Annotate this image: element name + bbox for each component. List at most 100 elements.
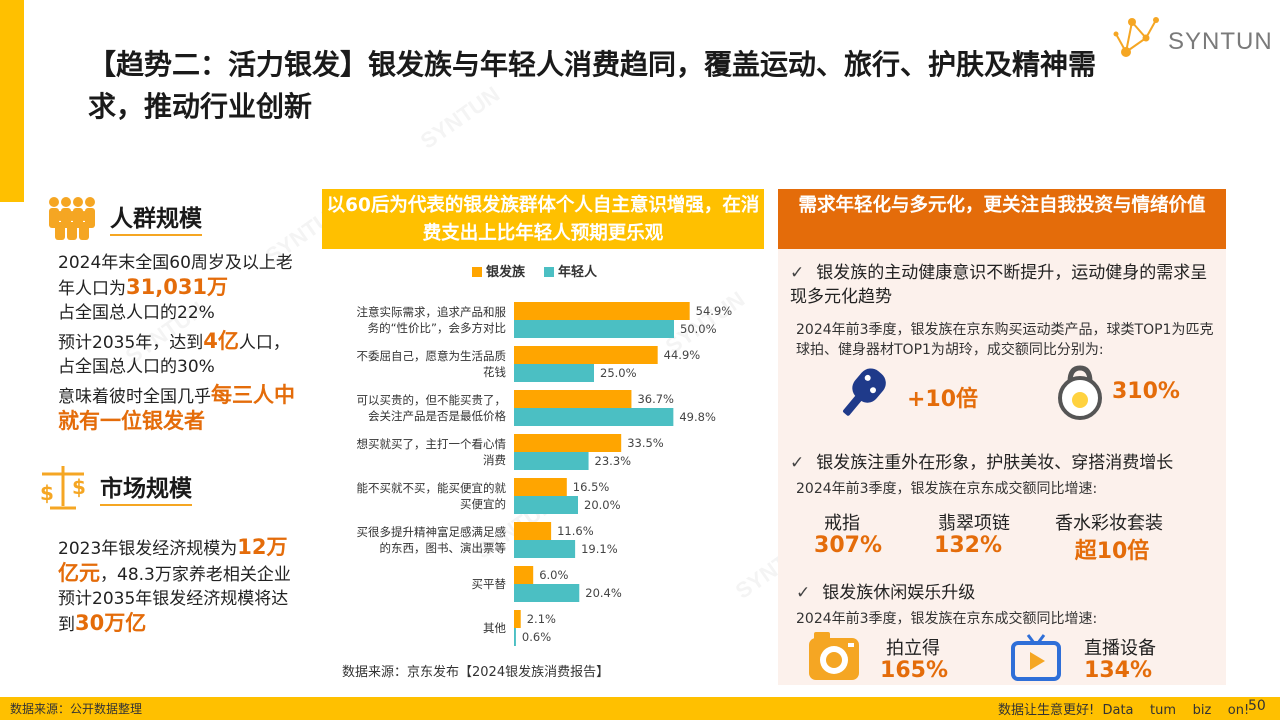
footer-slogan: 数据让生意更好! Data tum biz on! [998, 703, 1250, 718]
bar [514, 434, 622, 452]
live-streaming-device-icon [1011, 634, 1061, 681]
population-meaning-hl: 每三人中就有一位银发者 [58, 383, 295, 433]
data-label: 20.4% [585, 586, 622, 600]
beauty-item-label: 翡翠项链 [938, 513, 1010, 534]
bullet-sports-text: 银发族的主动健康意识不断提升，运动健身的需求呈现多元化趋势 [790, 263, 1208, 307]
beauty-item-value: 307% [814, 533, 882, 558]
population-heading: 人群规模 [44, 192, 202, 242]
leisure-item-label: 拍立得 [886, 638, 940, 659]
bar [514, 346, 658, 364]
logo-text: SYNTUN [1168, 28, 1273, 55]
population-meaning: 意味着彼时全国几乎 [58, 387, 211, 407]
check-icon: ✓ [790, 263, 805, 283]
instant-camera-icon [809, 632, 859, 680]
data-label: 50.0% [680, 322, 717, 336]
legend-label: 年轻人 [558, 264, 598, 280]
kettlebell-icon [1058, 365, 1102, 420]
bar [514, 566, 534, 584]
page-title: 【趋势二：活力银发】银发族与年轻人消费趋同，覆盖运动、旅行、护肤及精神需求，推动… [88, 48, 1097, 123]
leisure-item-label: 直播设备 [1084, 638, 1156, 659]
bar [514, 364, 594, 382]
bar [514, 320, 674, 338]
data-label: 23.3% [595, 454, 632, 468]
bar [514, 302, 690, 320]
category-label: 可以买贵的，但不能买贵了， [357, 393, 507, 407]
bar [514, 610, 521, 628]
beauty-item-value: 超10倍 [1074, 539, 1150, 564]
market-forecast-pre: 预计2035年银发经济规模将达到 [58, 589, 289, 635]
bullet-beauty-sub: 2024年前3季度，银发族在京东成交额同比增速: [796, 481, 1098, 497]
right-banner: 需求年轻化与多元化，更关注自我投资与情绪价值 [778, 189, 1226, 249]
bar [514, 390, 632, 408]
logo-mark-icon [1113, 17, 1159, 57]
footer-source: 数据来源：公开数据整理 [10, 702, 143, 716]
market-heading: $ $ 市场规模 [34, 462, 192, 512]
population-line1: 2024年末全国60周岁及以上老年人口为 [58, 253, 293, 299]
data-label: 49.8% [679, 410, 716, 424]
page-number: 50 [1248, 698, 1266, 714]
data-label: 33.5% [627, 436, 664, 450]
data-label: 19.1% [581, 542, 618, 556]
beauty-item-value: 132% [934, 533, 1002, 558]
middle-banner: 以60后为代表的银发族群体个人自主意识增强，在消费支出上比年轻人预期更乐观 [322, 189, 764, 249]
bullet-leisure-sub: 2024年前3季度，银发族在京东成交额同比增速: [796, 611, 1098, 627]
category-label: 想买就买了，主打一个看心情 [357, 437, 507, 451]
population-title: 人群规模 [110, 199, 202, 236]
category-label: 其他 [483, 621, 506, 635]
middle-source: 数据来源：京东发布【2024银发族消费报告】 [342, 665, 610, 680]
category-label: 买平替 [472, 577, 507, 591]
bullet-leisure-text: 银发族休闲娱乐升级 [822, 583, 976, 603]
data-label: 0.6% [522, 630, 551, 644]
beauty-item-label: 戒指 [824, 513, 860, 534]
population-forecast-value: 4亿 [203, 329, 239, 353]
svg-text:$: $ [40, 481, 54, 505]
population-forecast-pre: 预计2035年，达到 [58, 333, 204, 353]
bar [514, 452, 589, 470]
market-size: 12万亿元 [58, 535, 288, 585]
market-forecast-value: 30万亿 [75, 611, 147, 635]
check-icon: ✓ [796, 583, 811, 603]
bullet-beauty: ✓ 银发族注重外在形象，护肤美妆、穿搭消费增长 [790, 451, 1220, 475]
footer-bar: 数据来源：公开数据整理 数据让生意更好! Data tum biz on! 50 [0, 697, 1280, 720]
market-text: 2023年银发经济规模为12万亿元，48.3万家养老相关企业 预计2035年银发… [58, 535, 302, 637]
data-label: 16.5% [573, 480, 610, 494]
market-companies: ，48.3万家养老相关企业 [100, 565, 291, 585]
data-label: 54.9% [696, 304, 733, 318]
legend-label: 银发族 [486, 264, 526, 280]
data-label: 44.9% [664, 348, 701, 362]
beauty-item-label: 香水彩妆套装 [1055, 513, 1163, 534]
category-label: 花钱 [483, 365, 506, 379]
category-label: 能不买就不买，能买便宜的就 [357, 481, 507, 495]
bar [514, 408, 674, 426]
market-line1: 2023年银发经济规模为 [58, 539, 238, 559]
population-text: 2024年末全国60周岁及以上老年人口为31,031万 占全国总人口的22% 预… [58, 251, 298, 435]
data-label: 36.7% [637, 392, 674, 406]
bullet-sports: ✓ 银发族的主动健康意识不断提升，运动健身的需求呈现多元化趋势 [790, 261, 1220, 309]
pickleball-growth: +10倍 [907, 387, 979, 412]
data-label: 2.1% [527, 612, 556, 626]
money-scale-icon: $ $ [40, 466, 86, 510]
category-label: 买很多提升精神富足感满足感 [357, 525, 507, 539]
category-label: 的东西，图书、演出票等 [380, 541, 507, 555]
legend-swatch [544, 267, 554, 277]
bar [514, 478, 567, 496]
bar [514, 584, 580, 602]
people-crowd-icon [49, 197, 95, 240]
population-count: 31,031万 [126, 275, 229, 299]
bar [514, 522, 552, 540]
consumption-attitude-chart: 银发族 年轻人 54.9% 50.0% 注意实际需求，追求产品和服务的“性价比”，会多方… [357, 264, 733, 646]
population-forecast-post: 人口， 占全国总人口的30% [58, 333, 290, 377]
data-label: 25.0% [600, 366, 637, 380]
category-label: 买便宜的 [460, 497, 506, 511]
leisure-item-value: 134% [1084, 658, 1152, 683]
data-label: 6.0% [539, 568, 568, 582]
left-accent-bar [0, 0, 24, 202]
market-title: 市场规模 [100, 469, 192, 506]
bullet-leisure: ✓ 银发族休闲娱乐升级 [796, 581, 1216, 605]
bar [514, 628, 516, 646]
category-label: 注意实际需求，追求产品和服 [357, 305, 507, 319]
bar [514, 496, 578, 514]
bullet-beauty-text: 银发族注重外在形象，护肤美妆、穿搭消费增长 [816, 453, 1174, 473]
fitness-growth: 310% [1112, 379, 1180, 404]
leisure-item-value: 165% [880, 658, 948, 683]
